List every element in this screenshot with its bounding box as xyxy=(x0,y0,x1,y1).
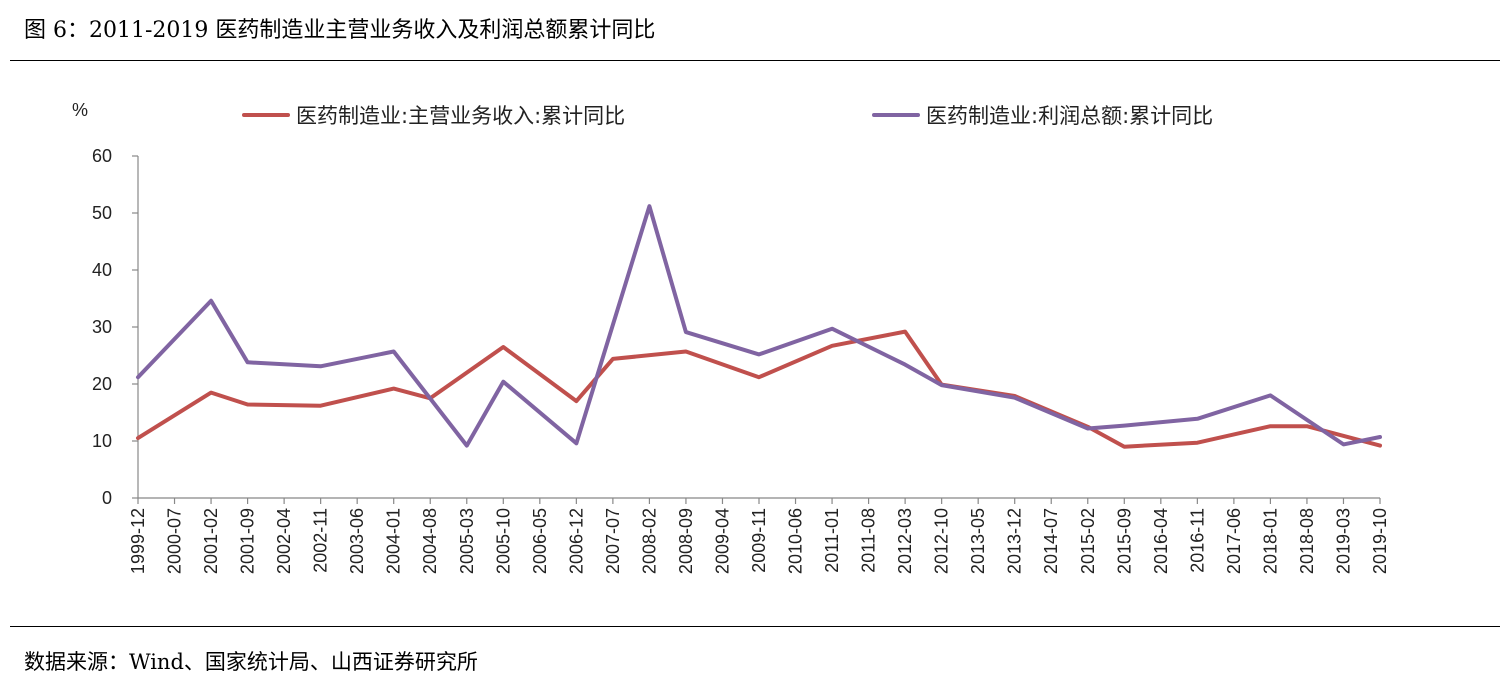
x-tick-label: 2014-07 xyxy=(1041,508,1061,574)
y-tick-label: 0 xyxy=(102,488,112,508)
x-tick-label: 2012-10 xyxy=(932,508,952,574)
x-tick-label: 2009-11 xyxy=(749,508,769,573)
x-tick-label: 2008-09 xyxy=(676,508,696,574)
y-tick-label: 30 xyxy=(92,317,112,337)
source-note: 数据来源：Wind、国家统计局、山西证券研究所 xyxy=(24,650,478,674)
x-tick-label: 2016-04 xyxy=(1151,508,1171,574)
y-unit-label: % xyxy=(72,100,88,120)
series-layer xyxy=(136,204,1382,449)
series-line-2 xyxy=(136,204,1382,448)
x-tick-label: 2018-08 xyxy=(1297,508,1317,574)
x-tick-label: 2013-05 xyxy=(968,508,988,574)
x-tick-label: 2002-04 xyxy=(274,508,294,574)
x-tick-label: 2018-01 xyxy=(1260,508,1280,574)
x-tick-label: 2019-03 xyxy=(1333,508,1353,574)
y-tick-label: 20 xyxy=(92,374,112,394)
x-tick-label: 2005-10 xyxy=(493,508,513,574)
x-tick-label: 2003-06 xyxy=(347,508,367,574)
y-tick-label: 50 xyxy=(92,203,112,223)
y-tick-label: 60 xyxy=(92,146,112,166)
y-axis: 0 10 20 30 40 50 60 xyxy=(92,146,139,508)
x-tick-label: 2013-12 xyxy=(1005,508,1025,574)
x-tick-label: 2017-06 xyxy=(1224,508,1244,574)
x-tick-label: 2011-01 xyxy=(822,508,842,573)
x-tick-label: 2019-10 xyxy=(1370,508,1390,574)
x-tick-label: 2012-03 xyxy=(895,508,915,574)
top-divider xyxy=(10,60,1500,61)
x-tick-label: 2009-04 xyxy=(712,508,732,574)
x-tick-label: 2007-07 xyxy=(603,508,623,574)
y-tick-label: 10 xyxy=(92,431,112,451)
x-tick-label: 2004-08 xyxy=(420,508,440,574)
x-tick-label: 2010-06 xyxy=(786,508,806,574)
x-tick-label: 2006-05 xyxy=(530,508,550,574)
x-tick-label: 2008-02 xyxy=(639,508,659,574)
legend: 医药制造业:主营业务收入:累计同比 医药制造业:利润总额:累计同比 xyxy=(242,104,1213,128)
x-tick-label: 2016-11 xyxy=(1187,508,1207,573)
x-tick-label: 1999-12 xyxy=(128,508,148,574)
series-line-1 xyxy=(136,329,1382,449)
x-tick-label: 2015-09 xyxy=(1114,508,1134,574)
x-tick-label: 2001-09 xyxy=(238,508,258,574)
x-tick-label: 2000-07 xyxy=(165,508,185,574)
y-tick-label: 40 xyxy=(92,260,112,280)
legend-label-2: 医药制造业:利润总额:累计同比 xyxy=(926,104,1213,128)
x-axis: 1999-12 2000-07 2001-02 2001-09 2002-04 2002-… xyxy=(128,497,1390,574)
x-tick-label: 2015-02 xyxy=(1078,508,1098,574)
x-tick-label: 2001-02 xyxy=(201,508,221,574)
x-tick-label: 2006-12 xyxy=(566,508,586,574)
bottom-divider xyxy=(10,626,1500,627)
x-tick-label: 2002-11 xyxy=(311,508,331,573)
x-tick-label: 2011-08 xyxy=(859,508,879,573)
x-tick-label: 2005-03 xyxy=(457,508,477,574)
figure-title: 图 6：2011-2019 医药制造业主营业务收入及利润总额累计同比 xyxy=(24,18,656,43)
x-tick-label: 2004-01 xyxy=(384,508,404,574)
legend-label-1: 医药制造业:主营业务收入:累计同比 xyxy=(296,104,625,128)
